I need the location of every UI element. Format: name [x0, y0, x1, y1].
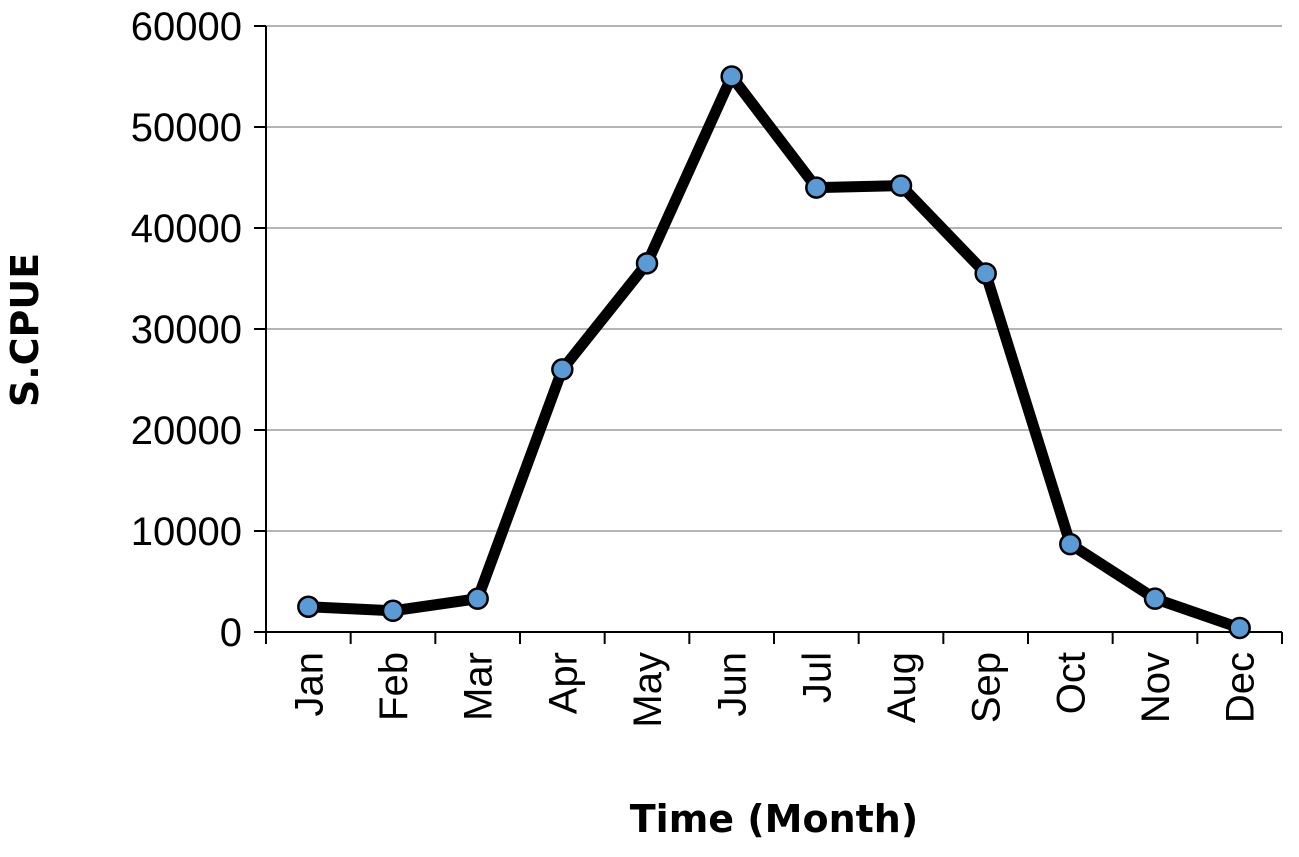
data-point-feb [381, 599, 405, 623]
x-tick-label: Feb [372, 652, 416, 721]
x-tick-labels: Jan Feb Mar Apr May Jun Jul Aug Sep Oct Nov Dec [287, 652, 1262, 728]
x-tick-label: Sep [965, 652, 1009, 723]
grid-lines [254, 25, 1283, 644]
y-tick-label: 60000 [131, 5, 242, 49]
x-tick-label: Jul [795, 652, 839, 703]
data-point-aug [889, 174, 913, 197]
y-tick-label: 0 [220, 611, 242, 655]
data-point-jan [297, 595, 320, 618]
axes [265, 26, 1282, 633]
y-axis-title: S.CPUE [3, 253, 47, 407]
x-tick-label: Aug [880, 652, 924, 723]
x-tick-label: Oct [1049, 652, 1093, 714]
data-point-nov [1143, 587, 1167, 610]
x-tick-label: Dec [1219, 652, 1263, 723]
data-point-mar [466, 587, 489, 610]
data-point-apr [551, 358, 574, 381]
y-tick-label: 40000 [131, 207, 242, 251]
data-point-dec [1228, 616, 1251, 640]
y-tick-label: 50000 [131, 106, 242, 150]
data-point-oct [1059, 532, 1082, 556]
data-point-may [635, 252, 659, 275]
data-point-jun [720, 65, 743, 88]
data-point-jul [805, 176, 828, 199]
y-tick-label: 10000 [131, 510, 242, 554]
x-tick-label: Jun [711, 652, 755, 717]
x-tick-label: Apr [541, 652, 585, 714]
x-tick-label: Mar [457, 652, 501, 721]
data-point-sep [974, 262, 997, 285]
x-tick-label: May [626, 652, 670, 728]
series-line [302, 71, 1246, 634]
series-group [297, 65, 1251, 640]
x-axis-title: Time (Month) [630, 797, 918, 841]
x-tick-label: Jan [287, 652, 331, 717]
y-tick-label: 30000 [131, 308, 242, 352]
x-tick-label: Nov [1134, 652, 1178, 723]
y-tick-labels: 0 10000 20000 30000 40000 50000 60000 [131, 5, 242, 655]
y-tick-label: 20000 [131, 409, 242, 453]
